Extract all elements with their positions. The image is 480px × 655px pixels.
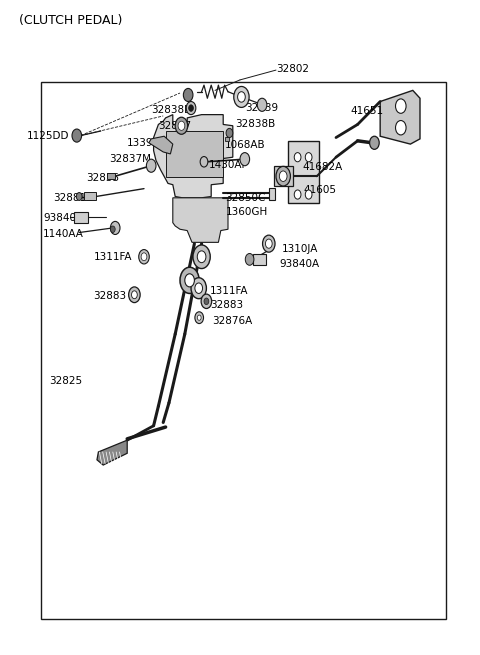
Polygon shape [154,115,233,198]
Bar [274,166,293,186]
Text: 32839: 32839 [245,103,278,113]
Circle shape [200,157,208,167]
Circle shape [276,166,290,186]
Circle shape [183,88,193,102]
Text: 32883: 32883 [210,299,243,310]
Text: 32850C: 32850C [226,193,266,203]
Text: 93840A: 93840A [279,259,320,269]
Text: 1140AA: 1140AA [43,229,84,239]
Text: 32855: 32855 [86,173,120,183]
Circle shape [195,312,204,324]
Circle shape [132,291,137,299]
Text: 1125DD: 1125DD [26,131,69,141]
Polygon shape [173,198,228,242]
Text: 32825: 32825 [49,376,83,386]
Text: 32837M: 32837M [109,154,152,164]
Circle shape [110,226,115,233]
Text: 32837: 32837 [158,121,192,131]
Circle shape [240,153,250,166]
Polygon shape [97,440,127,465]
Circle shape [238,92,245,102]
Circle shape [76,193,82,200]
Text: 41682A: 41682A [302,162,343,172]
Circle shape [191,278,206,299]
Circle shape [245,253,254,265]
Circle shape [186,102,196,115]
Circle shape [129,287,140,303]
Circle shape [175,117,188,134]
Bar [288,141,319,203]
Circle shape [201,294,212,309]
Circle shape [257,98,267,111]
Circle shape [370,136,379,149]
Text: 32802: 32802 [276,64,309,74]
Bar [225,137,229,141]
Circle shape [396,99,406,113]
Circle shape [178,121,185,130]
Text: 41605: 41605 [304,185,337,195]
Text: 32883: 32883 [94,291,127,301]
Circle shape [141,253,147,261]
Text: 1310JA: 1310JA [282,244,318,254]
Circle shape [279,171,287,181]
Circle shape [139,250,149,264]
Circle shape [193,245,210,269]
Circle shape [234,86,249,107]
Bar [74,212,88,223]
Bar [107,173,115,179]
Circle shape [294,190,301,199]
Bar [41,82,446,619]
Circle shape [263,235,275,252]
Circle shape [197,315,201,320]
Polygon shape [166,131,223,177]
Text: 1311FA: 1311FA [210,286,249,297]
Text: 93840E: 93840E [43,213,83,223]
Bar [84,192,96,200]
Text: 1339CC: 1339CC [127,138,168,148]
Text: 1311FA: 1311FA [94,252,132,263]
Text: (CLUTCH PEDAL): (CLUTCH PEDAL) [19,14,122,28]
Circle shape [180,267,199,293]
Circle shape [294,153,301,162]
Text: 41651: 41651 [350,106,384,117]
Polygon shape [149,136,173,154]
Circle shape [396,121,406,135]
Circle shape [226,128,233,138]
Text: 1430AF: 1430AF [209,160,248,170]
Circle shape [185,274,194,287]
Text: 32881B: 32881B [53,193,93,203]
Circle shape [146,159,156,172]
Circle shape [72,129,82,142]
Text: 1068AB: 1068AB [225,140,265,151]
Text: 32876A: 32876A [212,316,252,326]
Circle shape [110,221,120,234]
Circle shape [204,298,209,305]
Circle shape [197,251,206,263]
Circle shape [305,153,312,162]
Text: 32838B: 32838B [235,119,276,130]
Bar [253,254,266,265]
Circle shape [265,239,272,248]
Circle shape [189,105,193,111]
Circle shape [305,190,312,199]
Circle shape [195,283,203,293]
Text: 1360GH: 1360GH [226,207,268,217]
Bar [269,188,275,200]
Text: 32838B: 32838B [151,105,192,115]
Polygon shape [380,90,420,144]
